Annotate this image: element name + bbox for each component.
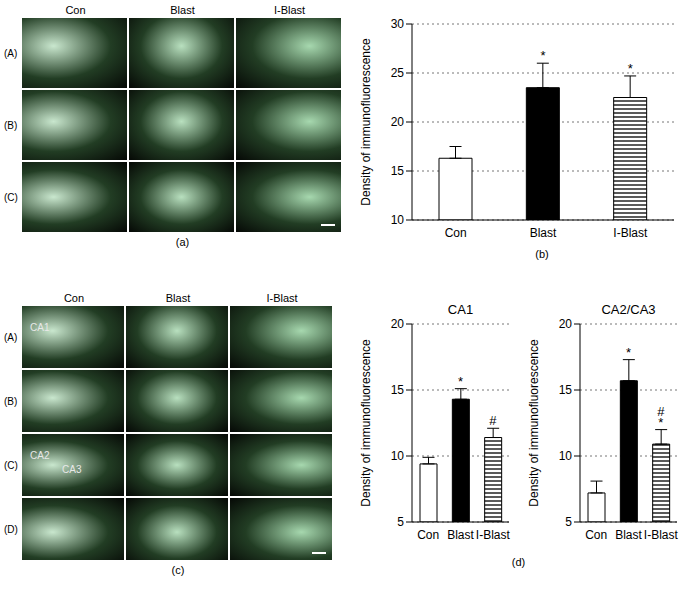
svg-text:20: 20	[559, 317, 573, 331]
svg-text:25: 25	[391, 66, 405, 80]
svg-text:*: *	[626, 345, 631, 360]
html-text:(d): (d)	[511, 556, 526, 568]
svg-text:15: 15	[391, 383, 405, 397]
svg-text:Con: Con	[585, 528, 607, 542]
svg-text:Con: Con	[417, 528, 439, 542]
html-text:(C): (C)	[4, 191, 18, 203]
svg-text:Con: Con	[445, 226, 467, 240]
html-text:Blast: Blast	[165, 292, 191, 304]
svg-text:*: *	[458, 374, 463, 389]
html-text:CA2/CA3: CA2/CA3	[601, 302, 656, 317]
html-text:(A): (A)	[4, 47, 18, 59]
svg-text:20: 20	[391, 115, 405, 129]
html-text:CA1: CA1	[447, 302, 474, 317]
html-text:(C): (C)	[4, 459, 18, 471]
html-text:(B): (B)	[4, 395, 18, 407]
html-text:CA3: CA3	[62, 464, 82, 475]
svg-text:Density of immunofluorescence: Density of immunofluorescence	[359, 339, 373, 507]
html-text:I-Blast: I-Blast	[266, 292, 298, 304]
svg-text:Density of immunofluorescence: Density of immunofluorescence	[359, 38, 373, 206]
html-text:(A): (A)	[4, 331, 18, 343]
svg-text:10: 10	[559, 449, 573, 463]
html-text:(c): (c)	[171, 564, 185, 576]
svg-text:Density of immunofluorescence: Density of immunofluorescence	[527, 339, 541, 507]
svg-text:15: 15	[391, 164, 405, 178]
html-text:CA1: CA1	[30, 322, 50, 333]
svg-text:20: 20	[391, 317, 405, 331]
svg-text:*: *	[658, 415, 663, 430]
svg-text:*: *	[628, 61, 633, 76]
html-text:CA2: CA2	[30, 450, 50, 461]
svg-text:I-Blast: I-Blast	[476, 528, 511, 542]
svg-text:15: 15	[559, 383, 573, 397]
svg-text:Blast: Blast	[615, 528, 642, 542]
svg-text:5: 5	[397, 515, 404, 529]
svg-text:Blast: Blast	[447, 528, 474, 542]
svg-text:5: 5	[565, 515, 572, 529]
svg-text:10: 10	[391, 449, 405, 463]
html-text:Con: Con	[65, 4, 86, 16]
svg-text:I-Blast: I-Blast	[644, 528, 679, 542]
html-text:(a): (a)	[175, 236, 190, 248]
html-text:Con: Con	[63, 292, 85, 304]
html-text:I-Blast: I-Blast	[273, 4, 306, 16]
svg-text:I-Blast: I-Blast	[613, 226, 648, 240]
html-text:(B): (B)	[4, 119, 18, 131]
html-text:Blast: Blast	[170, 4, 195, 16]
html-text:(D): (D)	[4, 523, 18, 535]
svg-text:30: 30	[391, 17, 405, 31]
svg-text:10: 10	[391, 213, 405, 227]
html-text:(b): (b)	[535, 248, 549, 260]
svg-text:#: #	[489, 413, 497, 428]
svg-text:Blast: Blast	[530, 226, 557, 240]
svg-text:*: *	[540, 48, 545, 63]
